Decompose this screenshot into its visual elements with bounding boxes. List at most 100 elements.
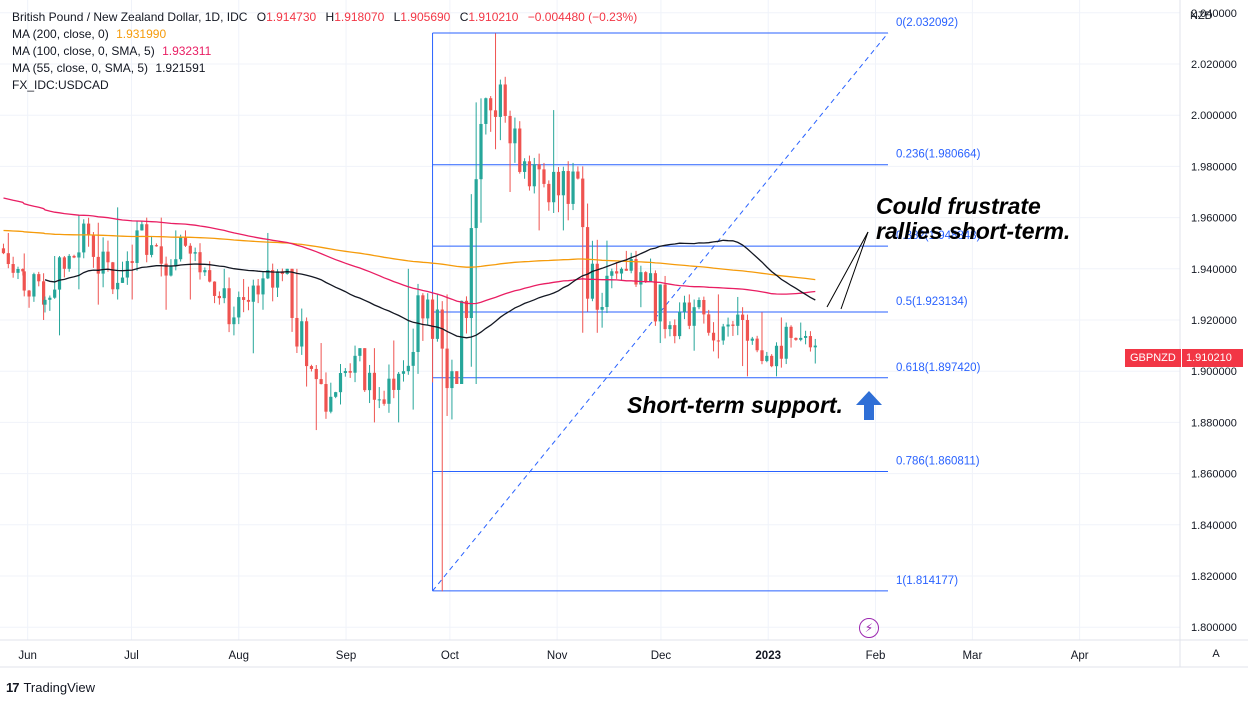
- change-value: −0.004480 (−0.23%): [527, 10, 638, 24]
- candle-body: [493, 110, 498, 117]
- candle-body: [450, 371, 454, 389]
- candle-body: [760, 350, 764, 362]
- candle-body: [232, 317, 236, 325]
- annotation-pointer-line: [826, 231, 869, 308]
- candle-body: [27, 290, 31, 297]
- lightning-icon[interactable]: ⚡: [859, 618, 879, 638]
- candle-body: [42, 281, 46, 305]
- candle-body: [91, 235, 96, 257]
- candle-body: [721, 326, 725, 341]
- candle-body: [421, 295, 425, 319]
- candle-body: [377, 399, 381, 401]
- y-tick-label: 1.860000: [1191, 469, 1237, 481]
- candle-body: [731, 324, 735, 326]
- candle-body: [600, 307, 604, 310]
- candle-body: [624, 268, 628, 271]
- high-label: H: [325, 10, 335, 24]
- x-tick-label: Aug: [229, 650, 249, 662]
- legend-ma55[interactable]: MA (55, close, 0, SMA, 5) 1.921591: [12, 60, 637, 77]
- open-label: O: [256, 10, 267, 24]
- auto-scale-button[interactable]: A: [1212, 648, 1220, 660]
- candle-body: [726, 324, 730, 327]
- candle-body: [590, 263, 595, 299]
- y-tick-label: 1.880000: [1191, 417, 1237, 429]
- candle-body: [469, 228, 473, 319]
- legend-overlay-symbol[interactable]: FX_IDC:USDCAD: [12, 77, 637, 94]
- candle-body: [648, 273, 653, 282]
- candle-body: [445, 348, 449, 389]
- y-tick-label: 1.920000: [1191, 315, 1237, 327]
- candle-body: [21, 269, 25, 272]
- candle-body: [566, 171, 570, 204]
- candle-body: [605, 275, 609, 308]
- candle-body: [668, 325, 672, 330]
- candle-body: [57, 257, 62, 290]
- low-value: 1.905690: [400, 10, 451, 24]
- up-arrow-icon: [856, 391, 882, 420]
- candle-body: [571, 171, 575, 204]
- legend-ma100[interactable]: MA (100, close, 0, SMA, 5) 1.932311: [12, 43, 637, 60]
- candle-body: [174, 259, 178, 267]
- candle-body: [290, 268, 294, 318]
- candle-body: [741, 314, 745, 320]
- last-price-tag: 1.910210: [1182, 349, 1243, 367]
- candle-body: [595, 263, 599, 310]
- fib-level-label: 0.5(1.923134): [896, 296, 968, 308]
- candle-body: [208, 270, 212, 282]
- candle-body: [634, 259, 638, 285]
- candle-body: [237, 297, 241, 318]
- candle-body: [353, 355, 357, 373]
- high-value: 1.918070: [334, 10, 385, 24]
- candle-body: [522, 161, 527, 172]
- y-tick-label: 2.000000: [1191, 110, 1237, 122]
- candle-body: [140, 224, 144, 231]
- candle-body: [460, 300, 464, 384]
- candle-body: [794, 337, 798, 340]
- candle-body: [203, 270, 207, 273]
- candle-body: [101, 251, 105, 274]
- x-tick-label: Feb: [866, 650, 886, 662]
- candle-body: [644, 272, 648, 282]
- ma55-line: [44, 239, 816, 339]
- candle-body: [11, 264, 15, 273]
- candles: [1, 33, 817, 592]
- candle-body: [808, 336, 813, 348]
- candle-body: [750, 338, 754, 341]
- candle-body: [518, 128, 522, 172]
- ma100-value: 1.932311: [162, 44, 212, 58]
- candle-body: [610, 271, 614, 276]
- candle-body: [367, 372, 372, 391]
- candle-body: [552, 171, 556, 203]
- candle-body: [716, 340, 720, 342]
- candle-body: [697, 300, 701, 308]
- candle-body: [745, 320, 750, 341]
- candle-body: [130, 261, 134, 263]
- legend-title: British Pound / New Zealand Dollar, 1D, …: [12, 10, 248, 24]
- candle-body: [319, 379, 323, 385]
- ma55-value: 1.921591: [155, 61, 206, 75]
- fibonacci-retracement[interactable]: 0(2.032092) 0.236(1.980664) 0.382(1.948848…: [432, 17, 981, 592]
- candle-body: [1, 248, 6, 254]
- candle-body: [217, 295, 221, 299]
- brand-name: TradingView: [23, 680, 96, 695]
- candle-body: [779, 345, 783, 359]
- candle-body: [222, 288, 226, 299]
- candle-body: [32, 274, 36, 297]
- annotation-support: Short-term support.: [627, 392, 843, 418]
- candle-body: [653, 273, 658, 322]
- legend-ma200[interactable]: MA (200, close, 0) 1.931990: [12, 26, 637, 43]
- overlay-label: FX_IDC:USDCAD: [12, 78, 109, 92]
- candle-body: [387, 378, 391, 404]
- y-tick-label: 1.820000: [1191, 571, 1237, 583]
- candle-body: [16, 269, 20, 273]
- candle-body: [314, 368, 318, 380]
- candle-body: [382, 399, 386, 404]
- candle-body: [527, 161, 532, 187]
- candle-body: [813, 345, 817, 348]
- candle-body: [72, 255, 76, 258]
- price-axis-unit: NZD: [1190, 10, 1213, 22]
- annotation-resistance-line1: Could frustrate: [876, 193, 1041, 219]
- tradingview-brand[interactable]: 17 TradingView: [6, 680, 95, 695]
